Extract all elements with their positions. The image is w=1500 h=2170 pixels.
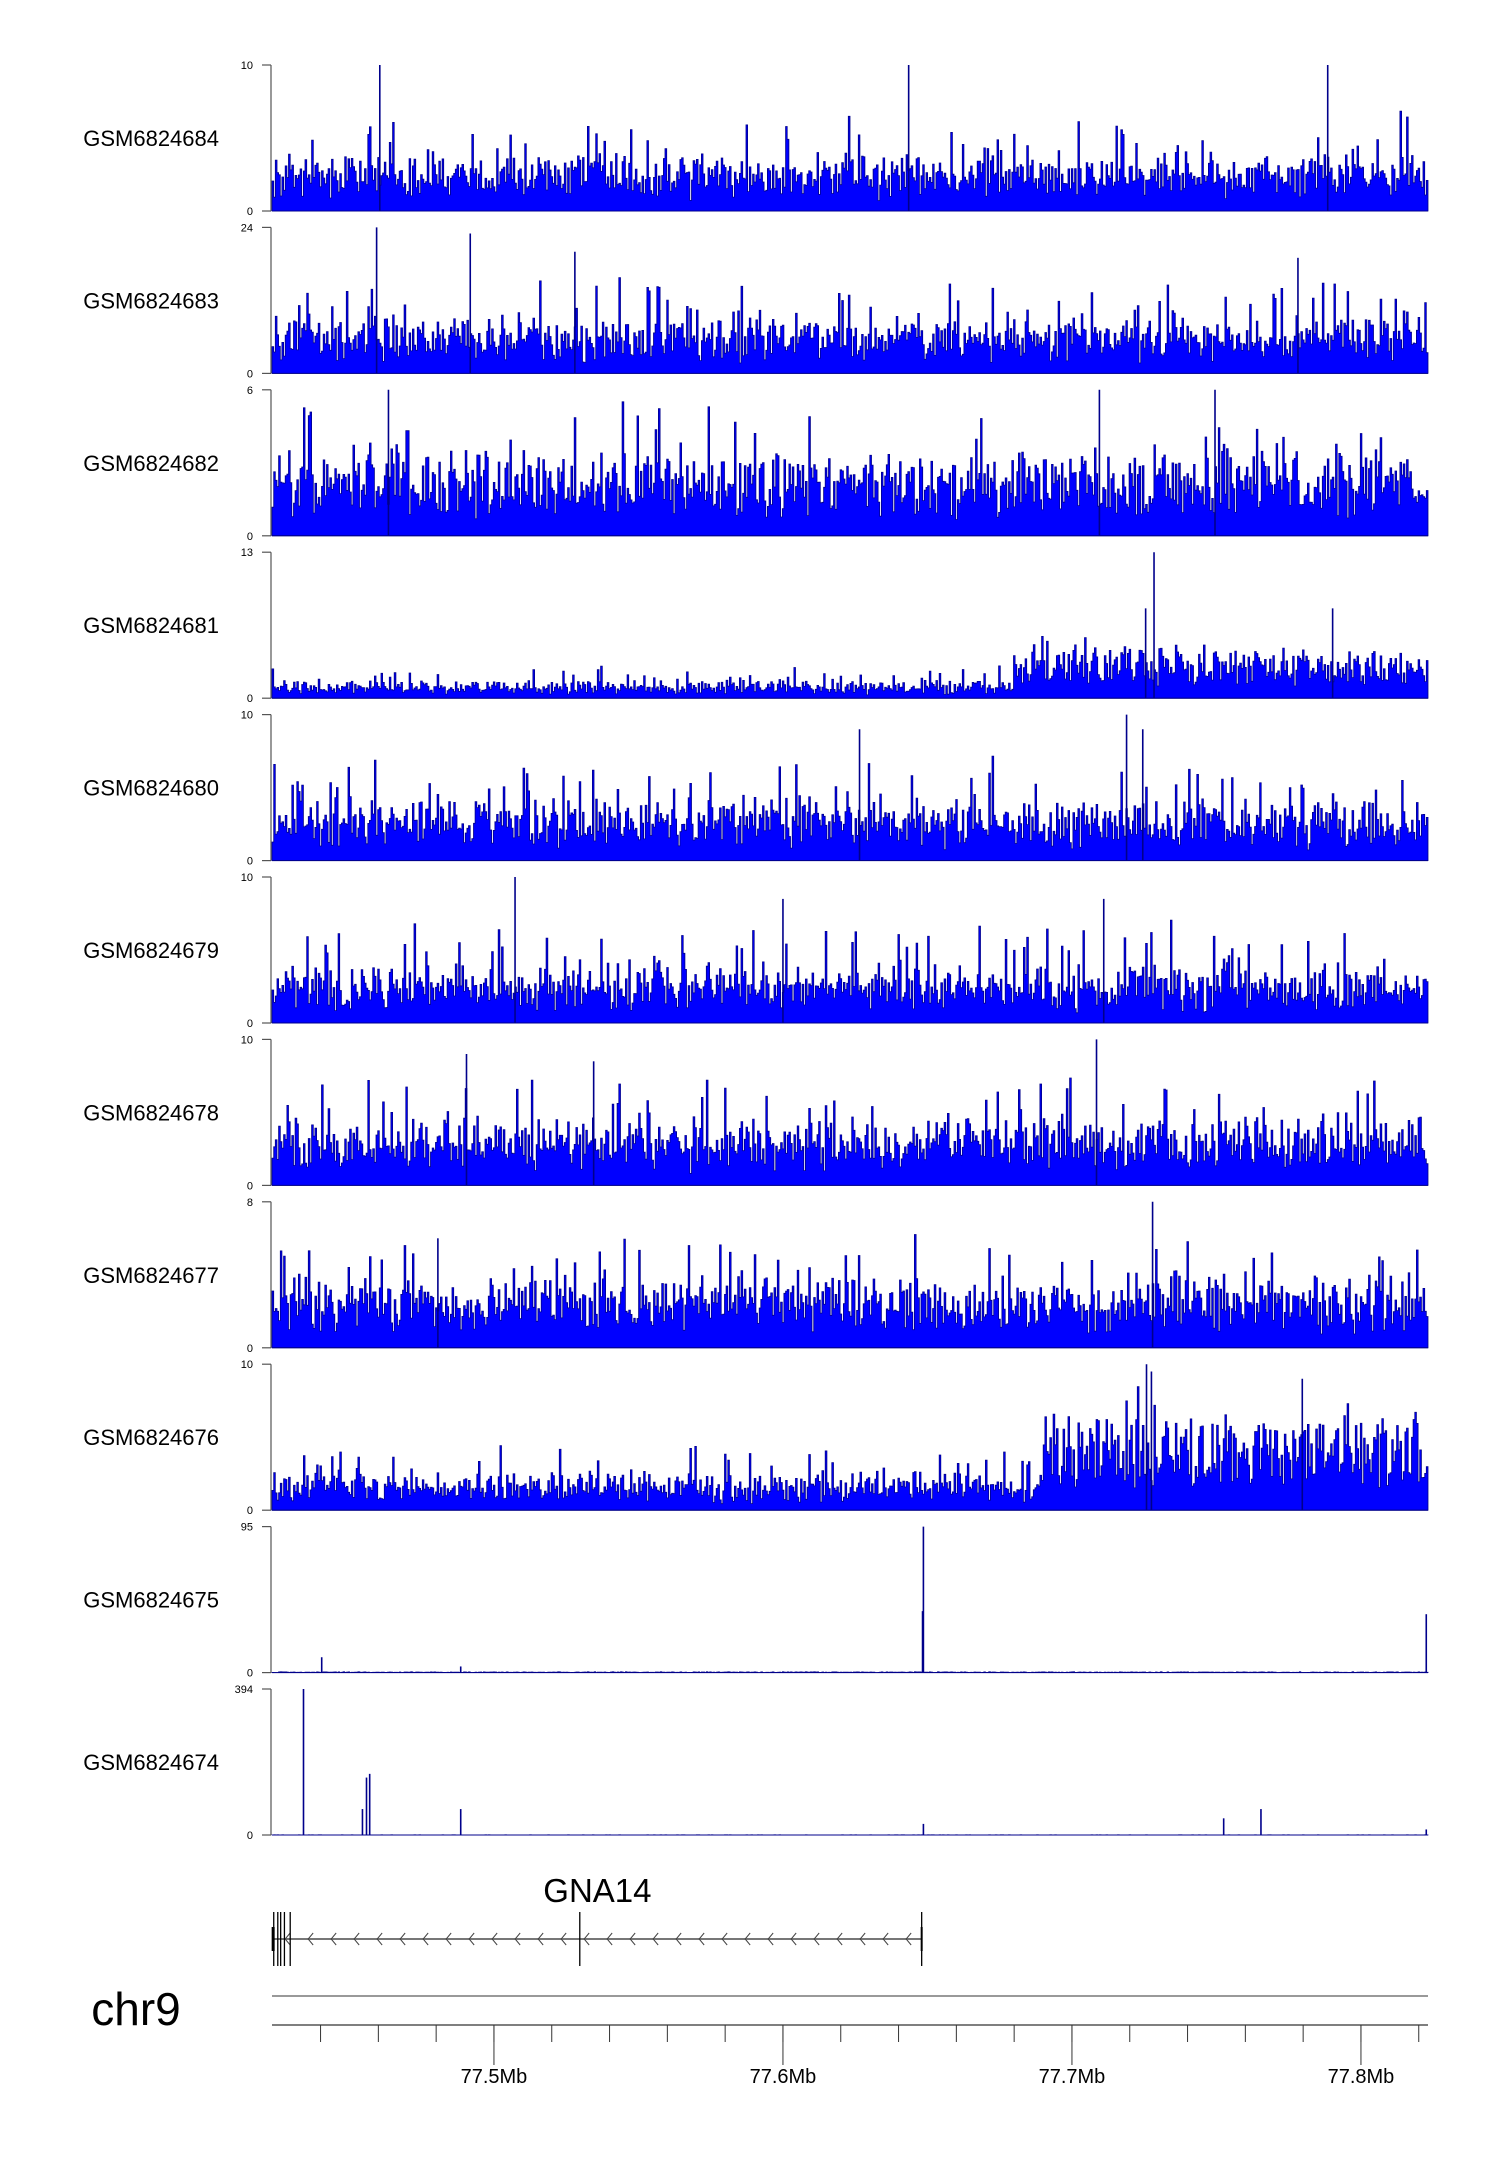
y-max-label: 10 [241,1034,253,1046]
strand-arrow-icon [399,1932,406,1946]
coverage-area [271,401,1429,537]
strand-arrow-icon [629,1932,636,1946]
track-GSM6824683: GSM6824683 24 0 [83,222,1429,380]
track-GSM6824677: GSM6824677 8 0 [83,1197,1429,1355]
y-min-label: 0 [247,531,253,543]
strand-arrow-icon [721,1932,728,1946]
coverage-area [271,110,1429,212]
x-tick-label: 77.7Mb [1039,2066,1106,2088]
strand-arrow-icon [744,1932,751,1946]
y-min-label: 0 [247,1018,253,1030]
strand-arrow-icon [813,1932,820,1946]
strand-arrow-icon [491,1932,498,1946]
track-GSM6824684: GSM6824684 10 0 [83,60,1429,218]
y-max-label: 10 [241,1359,253,1371]
track-label: GSM6824682 [83,451,219,476]
y-max-label: 24 [241,222,253,234]
y-min-label: 0 [247,1505,253,1517]
track-label: GSM6824680 [83,776,219,801]
coverage-area [271,1077,1429,1186]
strand-arrow-icon [583,1932,590,1946]
strand-arrow-icon [422,1932,429,1946]
y-max-label: 10 [241,872,253,884]
y-min-label: 0 [247,206,253,218]
strand-arrow-icon [790,1932,797,1946]
y-min-label: 0 [247,856,253,868]
track-GSM6824675: GSM6824675 95 0 [83,1522,1429,1680]
track-GSM6824679: GSM6824679 10 0 [83,872,1429,1030]
y-min-label: 0 [247,693,253,705]
track-GSM6824674: GSM6824674 394 0 [83,1684,1429,1842]
strand-arrow-icon [376,1932,383,1946]
track-label: GSM6824676 [83,1425,219,1450]
strand-arrow-icon [836,1932,843,1946]
strand-arrow-icon [882,1932,889,1946]
track-label: GSM6824679 [83,938,219,963]
track-label: GSM6824674 [83,1750,219,1775]
track-GSM6824678: GSM6824678 10 0 [83,1034,1429,1192]
coverage-area [271,636,1429,699]
strand-arrow-icon [698,1932,705,1946]
y-max-label: 10 [241,60,253,72]
genome-axis: chr9 77.5Mb 77.6Mb 77.7Mb 77.8Mb [91,1983,1428,2088]
track-label: GSM6824677 [83,1263,219,1288]
strand-arrow-icon [652,1932,659,1946]
x-tick-label: 77.5Mb [461,2066,528,2088]
y-max-label: 13 [241,547,253,559]
y-max-label: 95 [241,1522,253,1534]
strand-arrow-icon [560,1932,567,1946]
strand-arrow-icon [353,1932,360,1946]
track-label: GSM6824678 [83,1100,219,1125]
coverage-area [271,755,1429,861]
strand-arrow-icon [606,1932,613,1946]
coverage-area [271,1234,1429,1349]
y-min-label: 0 [247,368,253,380]
strand-arrow-icon [284,1932,291,1946]
strand-arrow-icon [537,1932,544,1946]
track-label: GSM6824683 [83,288,219,313]
track-label: GSM6824681 [83,613,219,638]
y-max-label: 10 [241,710,253,722]
track-GSM6824682: GSM6824682 6 0 [83,385,1429,543]
strand-arrow-icon [468,1932,475,1946]
y-min-label: 0 [247,1180,253,1192]
strand-arrow-icon [859,1932,866,1946]
coverage-area [271,1386,1429,1511]
track-GSM6824676: GSM6824676 10 0 [83,1359,1429,1517]
x-tick-label: 77.6Mb [750,2066,817,2088]
y-max-label: 6 [247,385,253,397]
strand-arrow-icon [445,1932,452,1946]
track-GSM6824681: GSM6824681 13 0 [83,547,1429,705]
coverage-tracks: GSM6824684100GSM6824683240GSM682468260GS… [83,60,1429,1842]
x-tick-label: 77.8Mb [1328,2066,1395,2088]
strand-arrow-icon [767,1932,774,1946]
strand-arrow-icon [330,1932,337,1946]
chromosome-label: chr9 [91,1983,180,2035]
y-max-label: 394 [235,1684,253,1696]
y-max-label: 8 [247,1197,253,1209]
y-min-label: 0 [247,1830,253,1842]
strand-arrow-icon [307,1932,314,1946]
strand-arrow-icon [514,1932,521,1946]
track-GSM6824680: GSM6824680 10 0 [83,710,1429,868]
track-label: GSM6824684 [83,126,219,151]
track-label: GSM6824675 [83,1588,219,1613]
gene-label: GNA14 [543,1872,651,1909]
gene-track: GNA14 [271,1872,923,1966]
y-min-label: 0 [247,1668,253,1680]
coverage-area [271,919,1429,1024]
strand-arrow-icon [905,1932,912,1946]
strand-arrow-icon [675,1932,682,1946]
y-min-label: 0 [247,1343,253,1355]
coverage-area [271,277,1429,374]
